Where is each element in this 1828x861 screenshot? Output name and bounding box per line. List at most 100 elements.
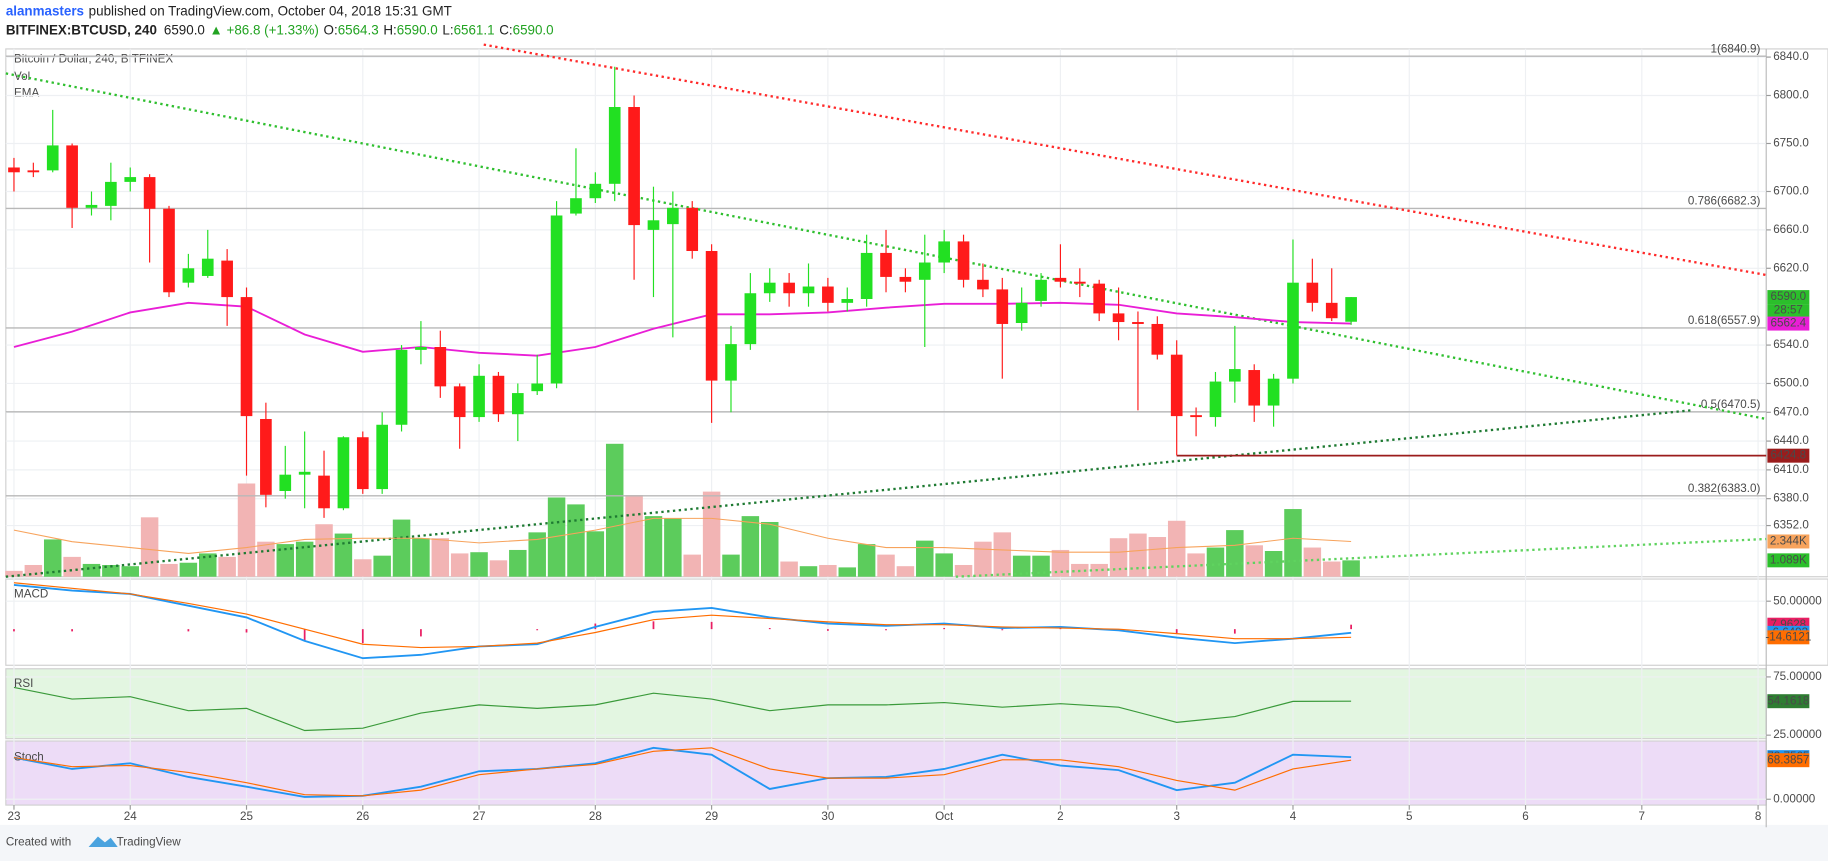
volume-bar (799, 566, 818, 577)
volume-bar (1303, 547, 1322, 577)
x-tick-label: 27 (473, 810, 486, 823)
axis-label: 2.344K (1770, 535, 1807, 548)
volume-bar (1226, 530, 1244, 577)
x-tick-label: 24 (124, 810, 137, 823)
x-tick-label: 5 (1406, 810, 1412, 823)
candle-body (802, 286, 815, 294)
axis-label-box (1767, 534, 1810, 549)
volume-bar (1342, 560, 1360, 577)
logo[interactable] (88, 836, 118, 848)
candle-body (279, 474, 292, 491)
macd-line (13, 584, 1352, 660)
volume-bar (683, 554, 701, 577)
candle-body (899, 276, 912, 282)
volume-bar (24, 564, 43, 577)
volume-bar (450, 553, 469, 577)
y-tick-label: 25.00000 (1773, 728, 1822, 741)
published: published on TradingView.com, October 04… (89, 3, 452, 18)
volume-bar (82, 563, 101, 577)
volume-bar (354, 559, 372, 577)
x-tick-label: 7 (1639, 810, 1645, 823)
candle-body (880, 252, 892, 277)
volume-bar (702, 491, 721, 577)
volume-bar (237, 483, 256, 577)
x-tick-label: 29 (705, 810, 718, 823)
x-tick-label: 23 (7, 810, 20, 823)
volume-bar (780, 561, 798, 577)
volume-bar (276, 544, 295, 577)
plot: 23 24 25 26 27 28 29 30 Oct 2 3 4 5 6 7 86840.06800.067… (5, 42, 1822, 823)
candle-body (822, 286, 834, 303)
y-tick-label: 6840.0 (1773, 50, 1809, 63)
fib-label: 0.382(6383.0) (1688, 482, 1761, 495)
y-tick-label: 6620.0 (1773, 261, 1809, 274)
candle-body (8, 167, 20, 173)
candle-body (1209, 381, 1222, 418)
volume-bar (334, 533, 353, 577)
x-tick-label: 8 (1755, 810, 1761, 823)
volume-bar (586, 531, 605, 577)
candle-body (46, 145, 59, 171)
candle-body (163, 208, 175, 293)
candle-body (1345, 297, 1357, 322)
axis-label: 68.3857 (1767, 753, 1809, 766)
volume-bar (63, 556, 81, 577)
candle-body (705, 251, 718, 381)
price-pane (5, 48, 1828, 578)
volume-bar (605, 443, 624, 577)
volume-bar (935, 553, 953, 577)
candle-body (783, 282, 795, 294)
candle-body (511, 393, 524, 415)
volume-bar (857, 544, 876, 577)
volume-bar (741, 516, 760, 577)
candle-body (1093, 283, 1106, 314)
brand[interactable]: TradingView (117, 835, 182, 848)
y-tick-label: 6410.0 (1773, 463, 1809, 476)
volume_ma-line (13, 517, 1352, 554)
y-tick-label: 6700.0 (1773, 185, 1809, 198)
axis-label-box (1767, 753, 1810, 768)
candle-body (492, 375, 505, 415)
candle-body (1112, 313, 1125, 323)
candle-body (221, 260, 233, 298)
volume-bar (1245, 545, 1263, 577)
volume-bar (916, 540, 934, 577)
volume-bar (567, 504, 585, 577)
candle-body (27, 170, 40, 173)
axis-label: 1.089K (1770, 553, 1807, 566)
x-tick-label: 28 (589, 810, 602, 823)
candle-body (977, 279, 989, 290)
y-tick-label: 6540.0 (1773, 338, 1809, 351)
volume-bar (140, 517, 159, 577)
candle-body (1170, 354, 1183, 417)
stoch_k-line (13, 746, 1352, 798)
volume-bar (1012, 555, 1031, 577)
candle-body (201, 258, 214, 276)
candle-body (85, 204, 98, 208)
candle-body (298, 471, 311, 475)
volume-bar (295, 541, 314, 577)
x-tick-label: 25 (240, 810, 253, 823)
o-key: O: (324, 22, 338, 37)
candle-body (1015, 302, 1028, 324)
axis-label-box (1767, 553, 1810, 568)
volume-bar (1264, 551, 1283, 577)
x-tick-label: 2 (1057, 810, 1063, 823)
rsi-label: RSI (14, 677, 33, 690)
candle-body (918, 262, 931, 280)
fib-label: 0.5(6470.5) (1701, 398, 1761, 411)
axis-label: 54.1618 (1767, 694, 1809, 707)
candle-body (337, 437, 350, 509)
y-tick-label: 6352.0 (1773, 519, 1809, 532)
c-val: 6590.0 (513, 22, 554, 37)
volume-bar (1206, 547, 1225, 577)
volume-bar (179, 562, 198, 577)
axis-label-box (1767, 448, 1810, 463)
y-tick-label: 6800.0 (1773, 89, 1809, 102)
candle-body (841, 299, 854, 303)
candle-body (182, 268, 195, 283)
x-tick-label: 6 (1522, 810, 1528, 823)
stoch_d-line (13, 747, 1352, 797)
volume-bar (392, 519, 411, 577)
